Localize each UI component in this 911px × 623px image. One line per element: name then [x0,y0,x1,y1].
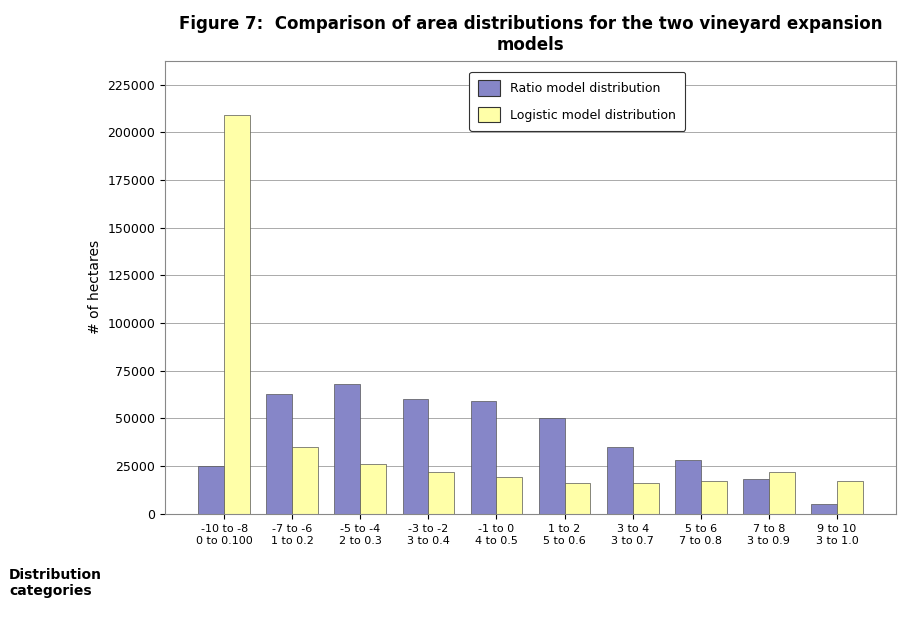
Bar [496,477,522,514]
Bar [565,483,590,514]
Bar [632,483,659,514]
Bar [769,472,794,514]
Bar [361,464,386,514]
Bar [428,472,455,514]
Bar [811,504,837,514]
Y-axis label: # of hectares: # of hectares [87,240,102,335]
Bar [471,401,496,514]
Bar [701,482,727,514]
Bar [334,384,361,514]
Bar [292,447,318,514]
Bar [837,482,863,514]
Bar [403,399,428,514]
Bar [266,394,292,514]
Bar [675,460,701,514]
Bar [538,419,565,514]
Text: Distribution
categories: Distribution categories [9,568,102,598]
Bar [743,479,769,514]
Legend: Ratio model distribution, Logistic model distribution: Ratio model distribution, Logistic model… [469,72,685,131]
Bar [607,447,632,514]
Title: Figure 7:  Comparison of area distributions for the two vineyard expansion
model: Figure 7: Comparison of area distributio… [179,15,882,54]
Bar [199,466,224,514]
Bar [224,115,250,514]
